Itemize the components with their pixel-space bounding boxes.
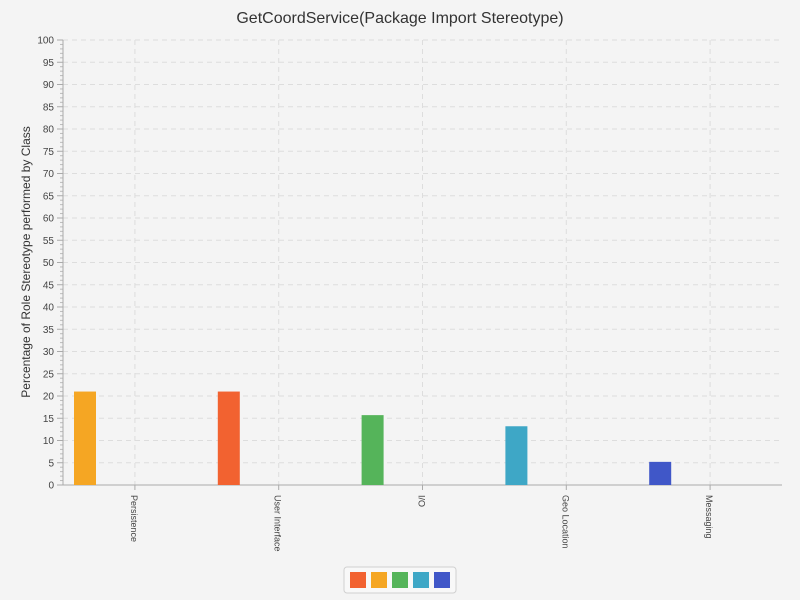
y-tick-label: 95: [43, 58, 55, 69]
bars: [74, 391, 672, 485]
axes: [57, 39, 782, 490]
y-tick-label: 100: [37, 36, 54, 47]
bar: [217, 391, 240, 485]
y-tick-label: 10: [43, 436, 55, 447]
legend-swatch: [392, 572, 408, 588]
legend-swatch: [413, 572, 429, 588]
chart-title: GetCoordService(Package Import Stereotyp…: [236, 10, 563, 27]
y-tick-label: 80: [43, 125, 55, 136]
x-tick-label: User Interface: [273, 495, 283, 552]
y-tick-label: 30: [43, 347, 55, 358]
y-tick-label: 15: [43, 414, 55, 425]
y-tick-label: 75: [43, 147, 55, 158]
y-tick-label: 35: [43, 325, 55, 336]
x-tick-label: I/O: [417, 495, 427, 507]
y-tick-label: 20: [43, 392, 55, 403]
bar: [505, 426, 528, 485]
x-tick-labels: Persistence User Interface I/O Geo Location…: [129, 495, 714, 552]
y-tick-labels: 0 5 10 15 20 25 30 35 40 45 50 55 60 65 70 75 80 85 90 95 10…: [37, 36, 54, 492]
y-axis-label: Percentage of Role Stereotype performed …: [19, 126, 33, 397]
x-tick-label: Geo Location: [560, 495, 570, 549]
legend-swatch: [371, 572, 387, 588]
y-tick-label: 25: [43, 369, 55, 380]
x-tick-label: Messaging: [704, 495, 714, 539]
y-tick-label: 70: [43, 169, 55, 180]
bar: [649, 461, 672, 485]
y-tick-label: 0: [48, 481, 54, 492]
y-tick-label: 85: [43, 102, 55, 113]
y-tick-label: 5: [48, 458, 54, 469]
y-tick-label: 60: [43, 214, 55, 225]
legend-swatch: [434, 572, 450, 588]
bar: [74, 391, 96, 485]
y-tick-label: 65: [43, 191, 55, 202]
y-tick-label: 50: [43, 258, 55, 269]
legend: [343, 566, 457, 594]
y-tick-label: 45: [43, 280, 55, 291]
grid: [63, 39, 782, 485]
x-tick-label: Persistence: [129, 495, 139, 542]
y-tick-label: 40: [43, 303, 55, 314]
y-tick-label: 55: [43, 236, 55, 247]
y-tick-label: 90: [43, 80, 55, 91]
bar: [361, 415, 384, 485]
legend-swatch: [350, 572, 366, 588]
